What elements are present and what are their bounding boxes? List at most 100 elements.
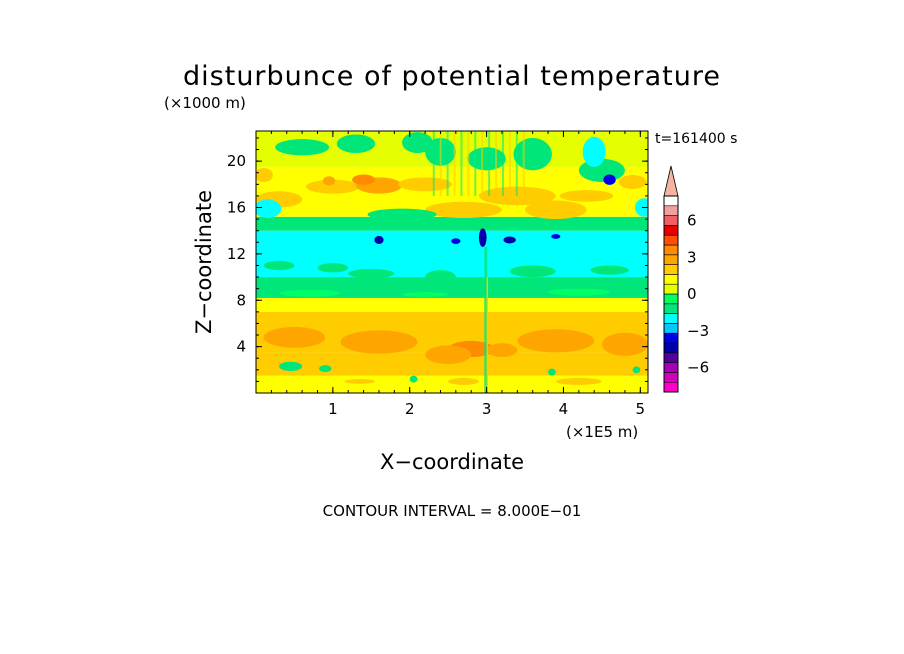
colorbar-segment (663, 274, 679, 285)
field-contour-31 (348, 268, 395, 279)
x-tick-label: 4 (559, 400, 569, 418)
chart-title: disturbunce of potential temperature (183, 61, 721, 92)
field-contour-8 (256, 168, 273, 183)
field-contour-45 (409, 375, 418, 383)
field-contour-39 (517, 329, 595, 353)
colorbar-tick-label: −3 (687, 322, 709, 340)
field-contour-15 (513, 137, 552, 171)
x-unit-label: (×1E5 m) (566, 423, 638, 441)
field-contour-54 (548, 288, 610, 296)
field-contour-25 (478, 228, 487, 247)
colorbar-segment (663, 332, 679, 344)
field-contour-33 (425, 270, 456, 285)
field-contour-10 (618, 175, 647, 189)
y-axis-title: Z−coordinate (192, 190, 216, 334)
field-contour-20 (367, 208, 437, 221)
field-contour-7 (425, 201, 502, 218)
field-contour-43 (279, 361, 303, 371)
field-contour-50 (555, 377, 602, 385)
colorbar-segment (663, 283, 679, 295)
colorbar-tick-label: 3 (687, 248, 697, 266)
colorbar-segment (663, 303, 679, 314)
colorbar-segment (663, 234, 679, 246)
y-axis: 4 8 12 16 20 (227, 137, 648, 382)
colorbar-segment (663, 342, 679, 354)
field-contour-18 (256, 199, 282, 218)
field-contour-11 (559, 190, 614, 202)
x-tick-label: 2 (405, 400, 415, 418)
colorbar-segment (663, 264, 679, 275)
field-contour-22 (402, 132, 433, 154)
field-contour-30 (317, 263, 349, 273)
contour-interval-label: CONTOUR INTERVAL = 8.000E−01 (323, 502, 582, 520)
colorbar-segment (663, 323, 679, 334)
plot-frame (255, 130, 649, 394)
field-streak-5 (467, 131, 470, 196)
field-contour-53 (402, 292, 449, 297)
field-contour-12 (275, 139, 330, 156)
y-tick-label: 4 (236, 338, 246, 356)
colorbar-tick-label: −6 (687, 359, 709, 377)
x-tick-label: 3 (482, 400, 492, 418)
field-streak-13 (522, 131, 525, 196)
x-tick-label: 5 (636, 400, 646, 418)
field-contour-51 (509, 358, 541, 368)
y-tick-label: 16 (227, 199, 246, 217)
colorbar-frame (663, 195, 679, 393)
x-axis: 1 2 3 4 5 (270, 131, 646, 418)
colorbar-segment (663, 215, 679, 226)
colorbar-segment (663, 362, 679, 373)
field-contour-49 (344, 379, 376, 384)
field-contour-46 (548, 368, 556, 376)
colorbar-segment (663, 372, 679, 383)
field-streak-9 (495, 131, 498, 196)
colorbar-segment (663, 254, 679, 265)
field-streak-8 (488, 131, 491, 196)
field-contour-48 (448, 377, 479, 385)
colorbar-tick-label: 6 (687, 212, 697, 230)
field-streak-0 (432, 131, 435, 196)
field-contour-40 (263, 326, 326, 348)
field-contour-41 (601, 332, 648, 356)
field-streak-11 (508, 131, 511, 196)
field-contour-24 (374, 235, 384, 245)
field-contour-42 (302, 314, 395, 326)
field-streak-6 (474, 131, 477, 196)
field-contour-23 (603, 174, 616, 185)
field-contour-37 (425, 345, 472, 365)
field-contour-27 (451, 238, 461, 245)
field-contour-3 (398, 177, 453, 192)
field-contour-34 (590, 265, 629, 275)
field-contour-17 (582, 136, 606, 167)
field-contour-47 (632, 366, 641, 374)
contour-field (256, 131, 648, 393)
field-contour-13 (336, 134, 376, 154)
field-streak-3 (453, 131, 456, 196)
field-streak-1 (439, 131, 442, 196)
field-band-3 (256, 297, 648, 312)
field-streak-2 (446, 131, 449, 196)
x-tick-label: 1 (328, 400, 338, 418)
colorbar-segment (663, 352, 679, 363)
colorbar-segment (663, 205, 679, 216)
field-contour-26 (503, 236, 516, 244)
y-tick-label: 20 (227, 152, 246, 170)
field-contour-19 (634, 198, 648, 217)
field-contour-5 (322, 176, 336, 186)
time-label: t=161400 s (655, 131, 737, 147)
field-streak-10 (501, 131, 504, 196)
field-contour-32 (509, 265, 556, 278)
field-streak-4 (460, 131, 463, 196)
field-contour-28 (551, 234, 561, 239)
field-contour-2 (352, 174, 376, 185)
field-contour-6 (525, 200, 587, 220)
field-plume (484, 246, 488, 393)
field-contour-36 (486, 343, 518, 358)
colorbar-segment (663, 381, 679, 393)
field-contour-0 (305, 179, 360, 194)
field-plume-core (486, 277, 489, 393)
field-streak-12 (515, 131, 518, 196)
field-contour-52 (279, 289, 341, 297)
field-contour-44 (319, 365, 332, 373)
